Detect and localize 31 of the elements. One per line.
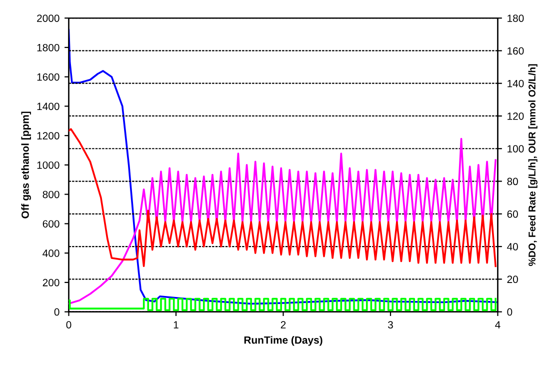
y-axis-title: Off gas ethanol [ppm] — [21, 112, 31, 218]
x-tick-label: 4 — [495, 321, 500, 328]
y-tick-label: 800 — [42, 190, 60, 198]
y-tick-label: 2000 — [37, 14, 60, 22]
line-series — [68, 138, 497, 305]
x-tick-label: 1 — [174, 321, 178, 328]
x-tick-label: 3 — [388, 321, 393, 328]
y-tick-label: 1000 — [37, 161, 60, 169]
y2-tick-label: 180 — [508, 14, 524, 22]
x-tick-label: 2 — [280, 321, 286, 328]
y-tick-label: 0 — [54, 308, 60, 316]
y-tick-label: 1600 — [37, 73, 60, 81]
y2-tick-label: 100 — [508, 145, 524, 152]
y-tick-label: 1800 — [37, 44, 60, 52]
y2-tick-label: 120 — [508, 112, 524, 120]
y-tick-label: 400 — [42, 250, 60, 257]
y2-tick-label: 40 — [507, 243, 518, 250]
y2-tick-label: 20 — [507, 276, 518, 284]
y-tick-label: 1200 — [37, 132, 60, 140]
y-tick-label: 1400 — [37, 102, 60, 110]
y2-tick-label: 80 — [507, 178, 518, 186]
y2-axis-title: %DO, Feed Rate [g/L/h], OUR [mmol O2/L/h] — [528, 64, 538, 266]
y-tick-label: 200 — [42, 278, 60, 286]
x-axis-title: RunTime (Days) — [244, 336, 322, 346]
x-tick-label: 0 — [66, 321, 72, 328]
y2-tick-label: 60 — [507, 210, 518, 218]
line-series — [68, 128, 497, 268]
y2-tick-label: 160 — [508, 47, 524, 55]
y-tick-label: 600 — [42, 220, 60, 228]
y2-tick-label: 0 — [507, 308, 512, 316]
y2-tick-label: 140 — [508, 80, 524, 88]
